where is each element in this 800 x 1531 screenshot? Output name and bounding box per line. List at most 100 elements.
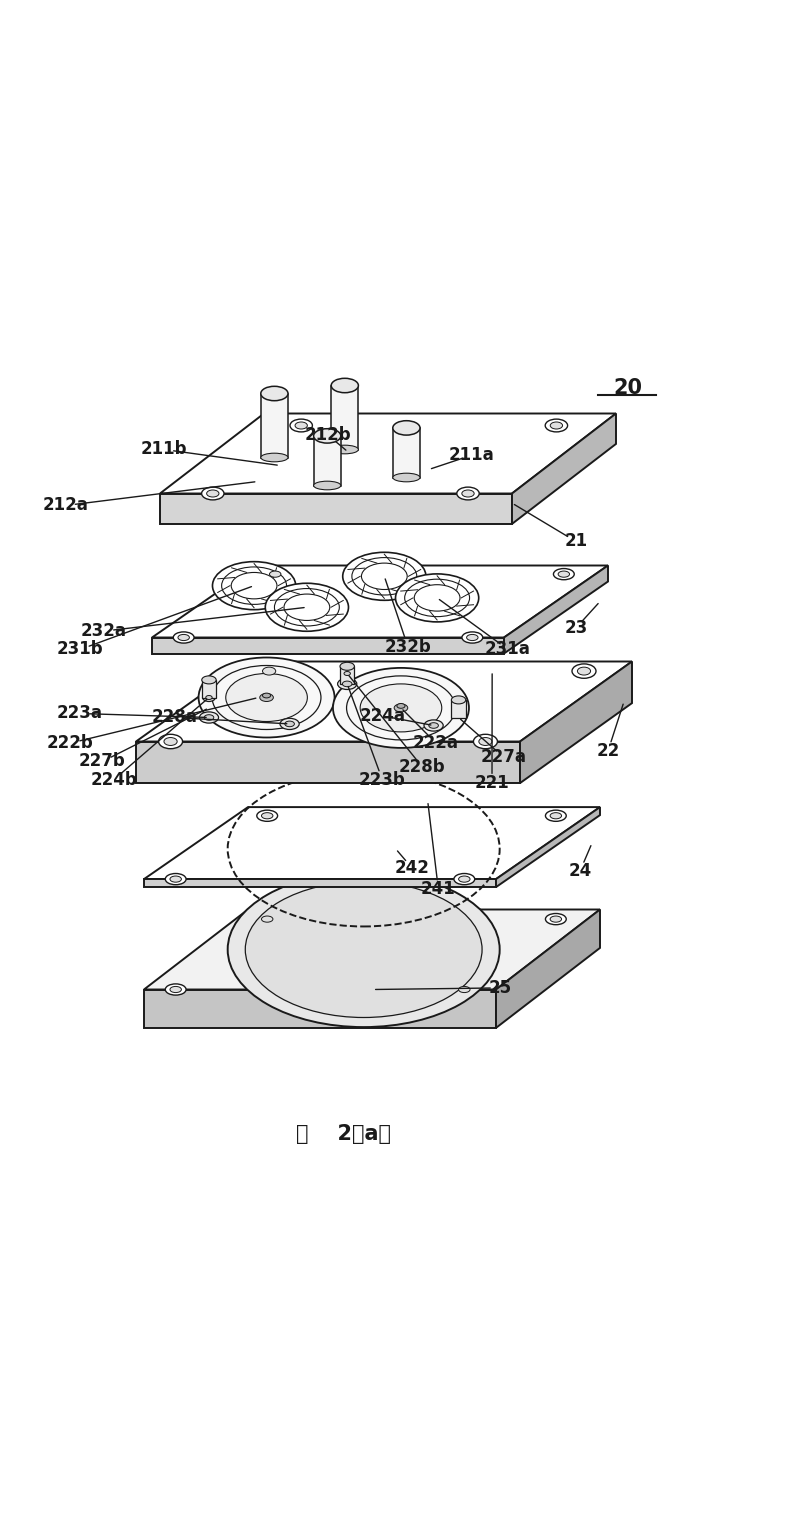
Ellipse shape	[333, 668, 469, 749]
Ellipse shape	[546, 914, 566, 925]
Polygon shape	[144, 909, 600, 989]
Polygon shape	[393, 427, 420, 478]
Ellipse shape	[474, 735, 498, 749]
Ellipse shape	[265, 568, 286, 580]
Ellipse shape	[266, 583, 349, 631]
Text: 223b: 223b	[359, 772, 406, 788]
Text: 22: 22	[596, 743, 620, 759]
Text: 224b: 224b	[90, 772, 137, 788]
Ellipse shape	[462, 632, 482, 643]
Ellipse shape	[340, 663, 354, 671]
Ellipse shape	[314, 429, 341, 442]
Ellipse shape	[572, 664, 596, 678]
Ellipse shape	[550, 813, 562, 819]
Text: 211b: 211b	[141, 441, 187, 458]
Ellipse shape	[479, 738, 492, 746]
Ellipse shape	[458, 986, 470, 992]
Ellipse shape	[158, 735, 182, 749]
Text: 227a: 227a	[481, 749, 527, 767]
Ellipse shape	[164, 738, 177, 746]
Ellipse shape	[174, 632, 194, 643]
Polygon shape	[496, 807, 600, 886]
Text: 212a: 212a	[42, 496, 89, 514]
Ellipse shape	[206, 695, 212, 700]
Ellipse shape	[261, 386, 288, 401]
Ellipse shape	[429, 723, 438, 729]
Polygon shape	[504, 565, 608, 654]
Text: 224a: 224a	[359, 707, 406, 724]
Ellipse shape	[314, 481, 341, 490]
Text: 231b: 231b	[57, 640, 103, 658]
Polygon shape	[331, 386, 358, 450]
Ellipse shape	[466, 634, 478, 640]
Text: 221: 221	[474, 775, 510, 792]
Ellipse shape	[202, 694, 215, 701]
Ellipse shape	[262, 813, 273, 819]
Ellipse shape	[246, 882, 482, 1018]
Ellipse shape	[166, 874, 186, 885]
Ellipse shape	[257, 914, 278, 925]
Polygon shape	[261, 393, 288, 458]
Ellipse shape	[331, 378, 358, 392]
Ellipse shape	[257, 810, 278, 821]
Ellipse shape	[166, 984, 186, 995]
Text: 241: 241	[421, 880, 456, 899]
Text: 231a: 231a	[485, 640, 531, 658]
Ellipse shape	[360, 684, 442, 732]
Ellipse shape	[260, 694, 274, 701]
Text: 222b: 222b	[47, 733, 94, 752]
Ellipse shape	[424, 720, 443, 732]
Polygon shape	[136, 741, 520, 782]
Ellipse shape	[393, 473, 420, 482]
Text: 21: 21	[565, 533, 587, 551]
Polygon shape	[136, 661, 632, 741]
Text: 212b: 212b	[305, 426, 351, 444]
Ellipse shape	[451, 697, 466, 704]
Polygon shape	[520, 661, 632, 782]
Ellipse shape	[458, 876, 470, 882]
Ellipse shape	[262, 694, 270, 698]
Ellipse shape	[550, 423, 562, 429]
Text: 242: 242	[394, 859, 430, 877]
Text: 图    2（a）: 图 2（a）	[297, 1124, 391, 1144]
Polygon shape	[160, 413, 616, 493]
Ellipse shape	[170, 986, 182, 992]
Polygon shape	[512, 413, 616, 524]
Ellipse shape	[457, 487, 479, 501]
Ellipse shape	[462, 490, 474, 498]
Ellipse shape	[554, 568, 574, 580]
Polygon shape	[314, 436, 341, 485]
Ellipse shape	[342, 553, 426, 600]
Ellipse shape	[295, 423, 307, 429]
Ellipse shape	[342, 681, 352, 687]
Ellipse shape	[257, 664, 281, 678]
Ellipse shape	[280, 718, 299, 729]
Text: 232b: 232b	[385, 638, 431, 657]
Ellipse shape	[228, 871, 500, 1027]
Ellipse shape	[578, 668, 590, 675]
Polygon shape	[144, 807, 600, 879]
Polygon shape	[340, 666, 354, 684]
Ellipse shape	[261, 453, 288, 462]
Text: 23: 23	[564, 619, 588, 637]
Ellipse shape	[270, 571, 281, 577]
Ellipse shape	[558, 571, 570, 577]
Text: 223a: 223a	[57, 704, 103, 723]
Polygon shape	[152, 565, 608, 637]
Text: 232a: 232a	[81, 622, 127, 640]
Ellipse shape	[170, 876, 182, 882]
Ellipse shape	[202, 487, 224, 501]
Ellipse shape	[213, 562, 296, 609]
Ellipse shape	[206, 490, 219, 498]
Polygon shape	[152, 637, 504, 654]
Polygon shape	[144, 989, 496, 1027]
Ellipse shape	[394, 704, 408, 712]
Polygon shape	[202, 680, 216, 698]
Polygon shape	[160, 493, 512, 524]
Text: 228a: 228a	[151, 709, 198, 727]
Ellipse shape	[199, 712, 218, 723]
Text: 227b: 227b	[79, 753, 126, 770]
Ellipse shape	[550, 916, 562, 922]
Ellipse shape	[198, 657, 334, 738]
Polygon shape	[144, 879, 496, 886]
